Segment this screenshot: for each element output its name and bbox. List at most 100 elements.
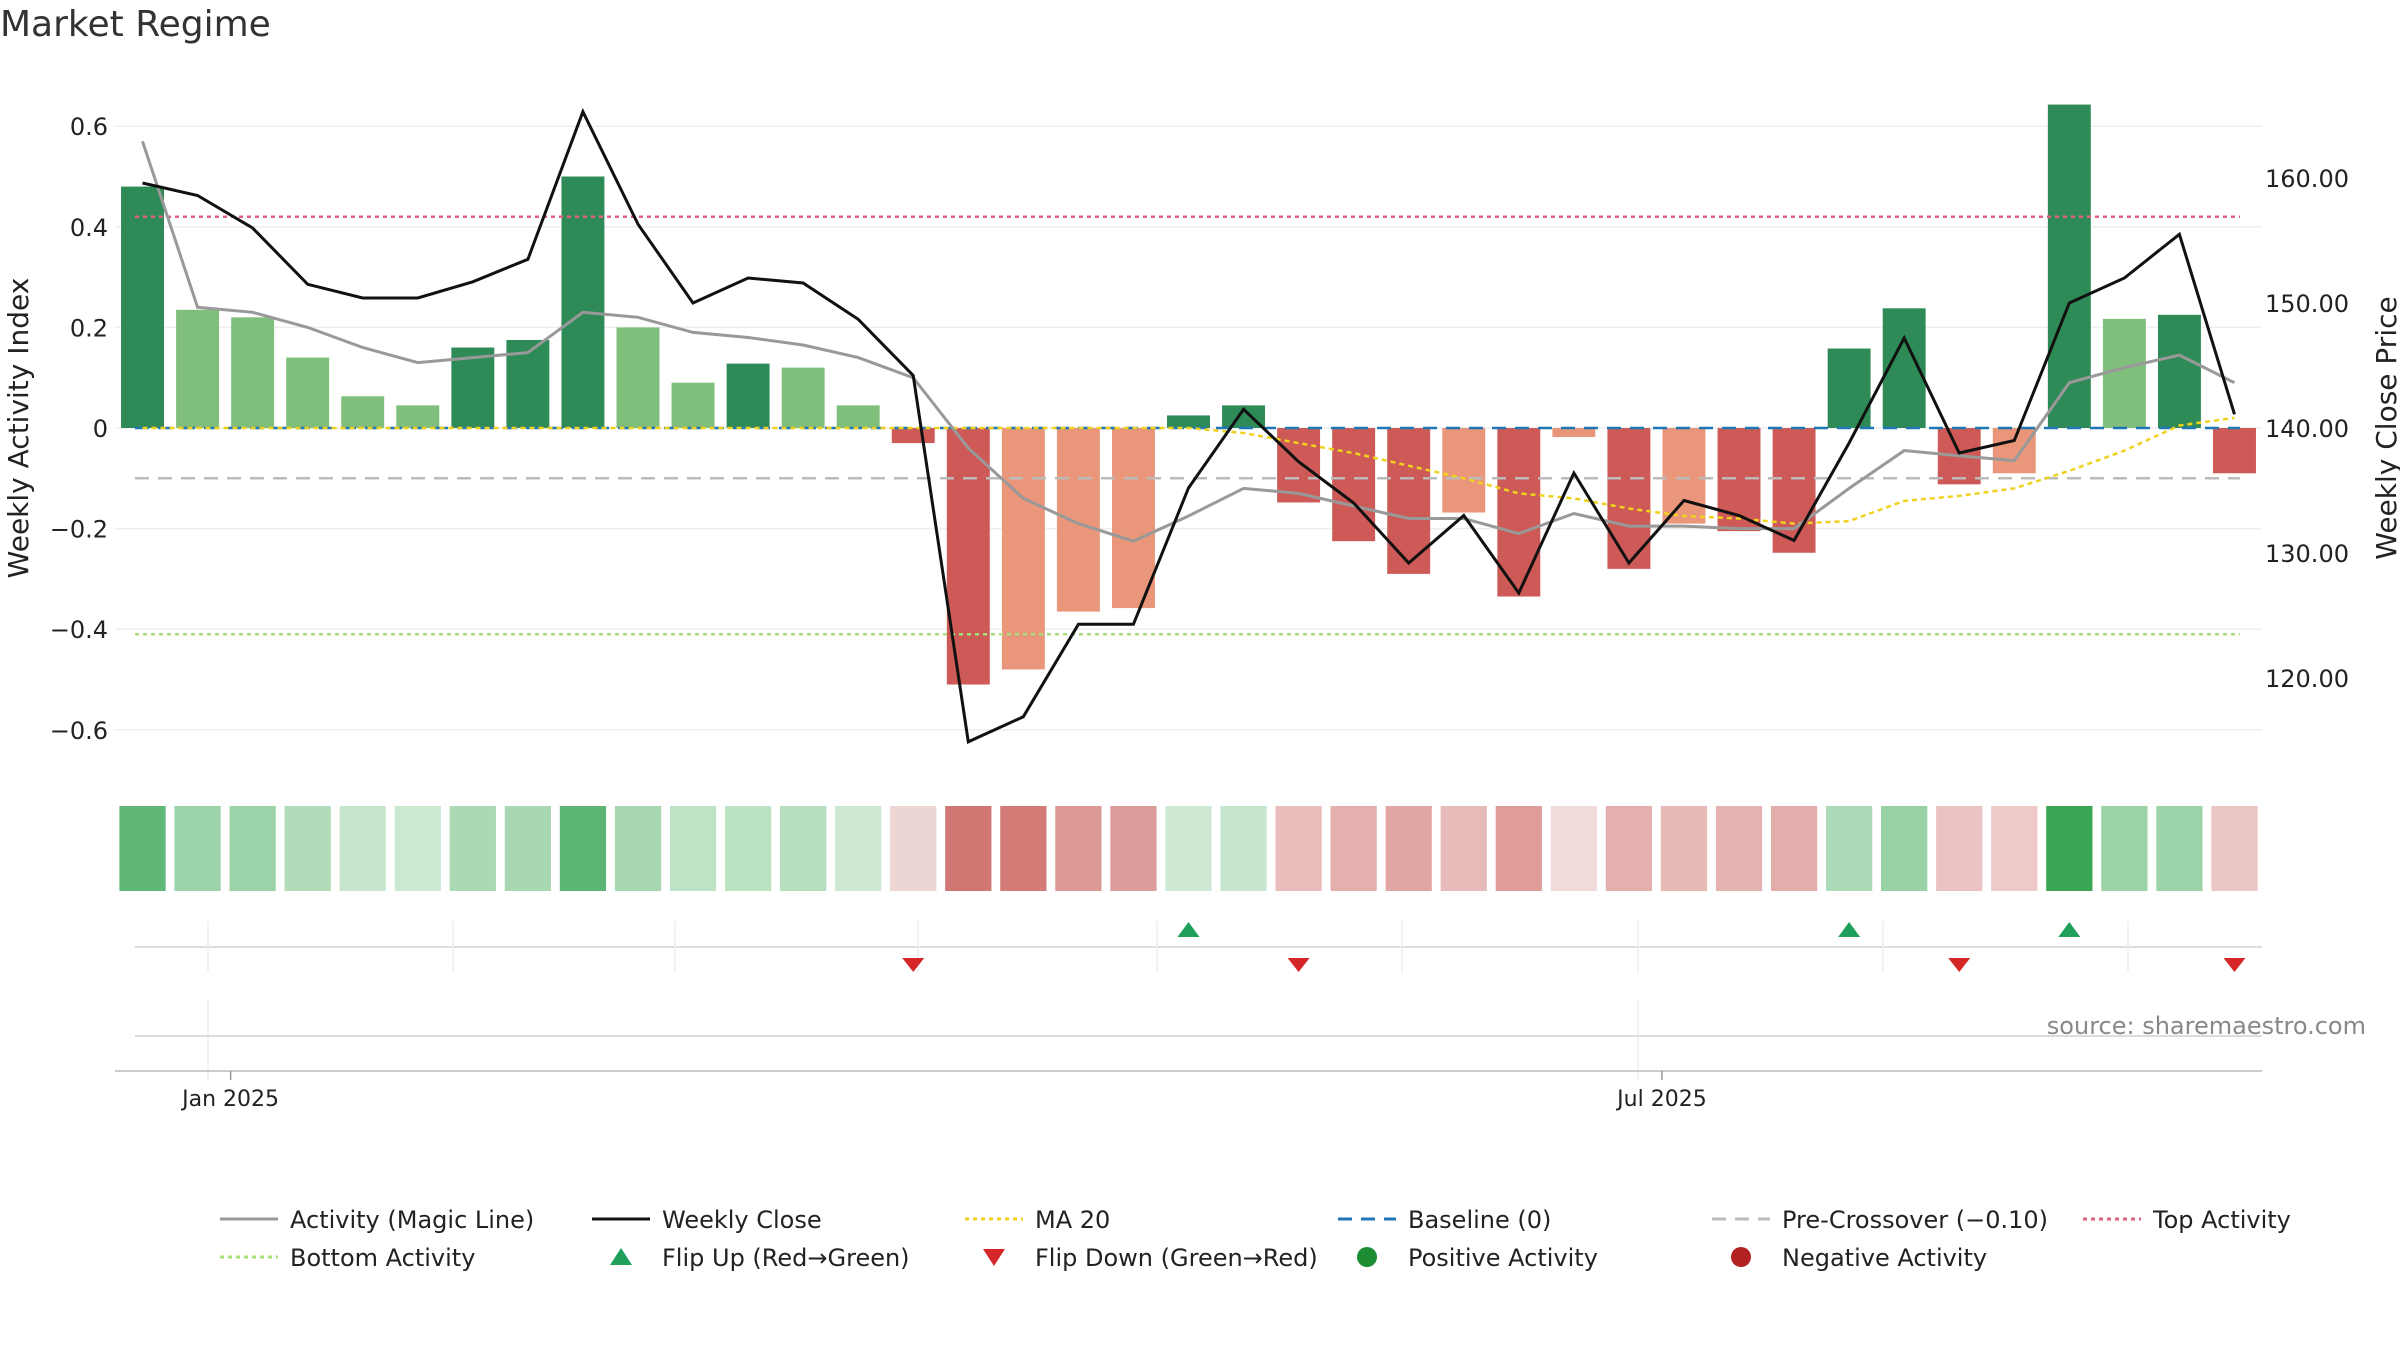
heat-strip-cell (669, 806, 717, 891)
heat-strip-cell (504, 806, 552, 891)
activity-bar (836, 405, 880, 428)
y-tick-label-left: 0.4 (70, 214, 108, 242)
heat-strip-cell (1770, 806, 1818, 891)
legend-marker (610, 1248, 632, 1265)
heat-strip-cell (1936, 806, 1983, 891)
heat-strip-cell (449, 806, 496, 891)
y-tick-label-left: −0.6 (50, 717, 108, 745)
heat-strip-cell (1715, 806, 1763, 891)
flip-down-marker (1287, 958, 1310, 972)
activity-bar (1056, 428, 1100, 612)
heat-strip-cell (1440, 806, 1487, 891)
activity-bar (1992, 428, 2036, 474)
legend-label: MA 20 (1035, 1206, 1110, 1234)
activity-bar (396, 405, 440, 428)
y-tick-label-right: 120.00 (2265, 665, 2349, 693)
heat-strip-cell (1495, 806, 1542, 891)
heat-strip-cell (394, 806, 441, 891)
heat-strip-cell (780, 806, 827, 891)
activity-bar (561, 176, 605, 428)
heat-strip-cell (1991, 806, 2038, 891)
activity-bar (341, 396, 385, 428)
flip-up-marker (1838, 922, 1861, 937)
y-tick-label-right: 150.00 (2265, 290, 2349, 318)
activity-bar (1111, 428, 1155, 609)
x-tick-label: Jul 2025 (1615, 1087, 1707, 1112)
legend-label: Top Activity (2152, 1206, 2291, 1234)
heat-strip-cell (1881, 806, 1928, 891)
activity-bar (1772, 428, 1816, 553)
y-axis-label-right: Weekly Close Price (2370, 296, 2400, 559)
chart-title: Market Regime (0, 4, 271, 45)
heat-strip-cell (119, 806, 166, 891)
activity-bar (451, 347, 495, 428)
activity-bar (781, 367, 825, 428)
y-tick-label-left: 0.6 (70, 113, 108, 141)
y-tick-label-left: 0.2 (70, 314, 108, 342)
heat-strip-cell (945, 806, 992, 891)
activity-bar (1442, 428, 1486, 513)
y-tick-label-right: 140.00 (2265, 415, 2349, 443)
ma20-line (142, 416, 2235, 525)
activity-bar (2213, 428, 2256, 474)
legend-label: Activity (Magic Line) (290, 1206, 534, 1234)
activity-bar (2102, 318, 2146, 428)
heat-strip-cell (229, 806, 276, 891)
activity-bar (1001, 428, 1045, 670)
legend-label: Baseline (0) (1408, 1206, 1551, 1234)
legend-marker (1731, 1247, 1751, 1267)
activity-bar (726, 363, 770, 428)
heat-strip-cell (1055, 806, 1102, 891)
flip-down-marker (2223, 958, 2246, 972)
activity-bar (1332, 428, 1376, 542)
heat-strip-cell (1660, 806, 1708, 891)
activity-bar (1662, 428, 1706, 524)
heat-strip-cell (1110, 806, 1157, 891)
legend-label: Bottom Activity (290, 1244, 475, 1272)
y-axis-label-left: Weekly Activity Index (2, 278, 35, 579)
legend-marker (1357, 1247, 1377, 1267)
activity-bar (1497, 428, 1541, 597)
y-tick-label-right: 130.00 (2265, 540, 2349, 568)
legend-label: Flip Up (Red→Green) (662, 1244, 910, 1272)
heat-strip-cell (559, 806, 607, 891)
heat-strip-cell (1550, 806, 1597, 891)
activity-bar (671, 382, 715, 428)
activity-bar (1552, 428, 1596, 438)
y-tick-label-left: 0 (93, 415, 108, 443)
heat-strip-cell (1605, 806, 1653, 891)
legend-label: Negative Activity (1782, 1244, 1987, 1272)
legend-label: Weekly Close (662, 1206, 822, 1234)
heat-strip-cell (1275, 806, 1322, 891)
heat-strip-cell (339, 806, 386, 891)
activity-bar (2157, 314, 2201, 428)
source-label: source: sharemaestro.com (2047, 1012, 2366, 1040)
heat-strip-cell (1165, 806, 1212, 891)
activity-bar (286, 357, 330, 428)
y-tick-label-left: −0.4 (50, 616, 108, 644)
weekly-close-line (142, 107, 2236, 744)
y-tick-label-right: 160.00 (2265, 165, 2349, 193)
activity-bar (2047, 104, 2091, 429)
heat-strip-cell (1330, 806, 1377, 891)
flip-down-marker (1948, 958, 1971, 972)
legend-label: Pre-Crossover (−0.10) (1782, 1206, 2048, 1234)
legend-marker (983, 1249, 1005, 1266)
flip-up-marker (1177, 922, 1200, 937)
activity-bar (1167, 415, 1210, 428)
flip-down-marker (902, 958, 925, 972)
heat-strip-cell (890, 806, 937, 891)
heat-strip-cell (1000, 806, 1047, 891)
heat-strip-cell (1825, 806, 1873, 891)
heat-strip-cell (2156, 806, 2203, 891)
y-tick-label-left: −0.2 (50, 516, 108, 544)
heat-strip-cell (614, 806, 662, 891)
activity-bar (1277, 428, 1321, 503)
heat-strip-cell (724, 806, 772, 891)
activity-bar (616, 327, 660, 428)
heat-strip-cell (2101, 806, 2148, 891)
activity-bar (176, 309, 220, 428)
heat-strip-cell (1385, 806, 1432, 891)
